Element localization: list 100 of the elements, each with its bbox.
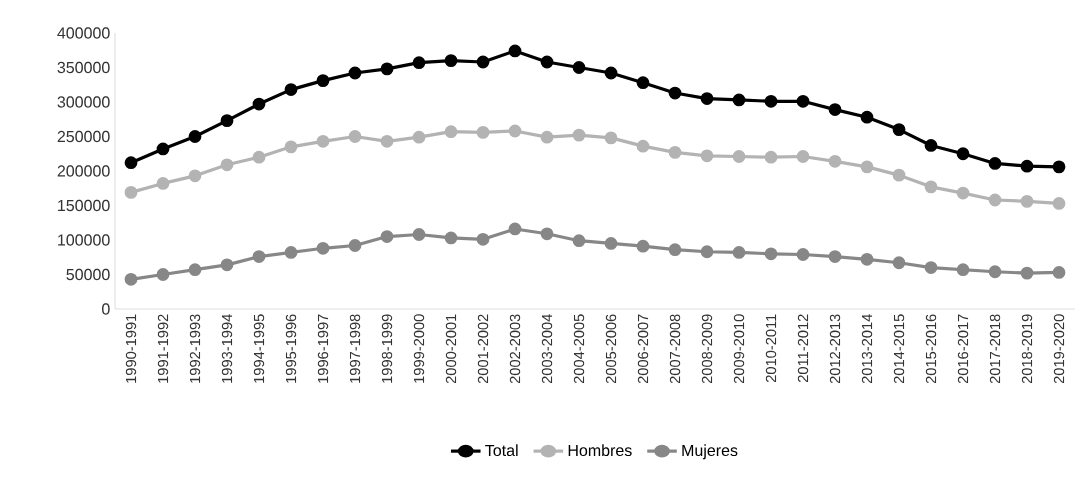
point: [636, 239, 650, 253]
point: [476, 55, 490, 69]
y-tick-label: 200000: [57, 165, 110, 177]
point: [732, 246, 746, 259]
point: [412, 228, 426, 241]
point: [828, 154, 842, 168]
point: [764, 94, 778, 108]
point: [732, 150, 746, 163]
x-tick-label: 2010-2011: [765, 314, 777, 383]
x-tick-label: 2002-2003: [509, 314, 521, 384]
point: [508, 222, 522, 236]
point: [124, 272, 138, 286]
x-tick-label: 1995-1996: [285, 314, 297, 383]
point: [828, 250, 842, 263]
point: [924, 139, 938, 152]
point: [284, 83, 298, 96]
point: [252, 97, 266, 111]
point: [444, 54, 458, 67]
point: [604, 237, 618, 250]
x-tick-label: 2019-2020: [1053, 314, 1065, 384]
point: [572, 128, 586, 142]
x-tick-label: 2004-2005: [573, 314, 585, 384]
x-tick-label: 1991-1992: [157, 314, 169, 383]
point: [1052, 160, 1066, 174]
point: [508, 124, 522, 138]
x-tick-label: 2000-2001: [445, 314, 457, 384]
point: [412, 130, 426, 144]
point: [124, 156, 138, 170]
point: [956, 186, 970, 200]
point: [956, 147, 970, 161]
point: [860, 252, 874, 266]
point: [316, 134, 330, 148]
point: [156, 268, 170, 281]
point: [604, 131, 618, 145]
point: [156, 142, 170, 156]
point: [380, 230, 394, 243]
point: [764, 150, 778, 164]
x-tick-label: 2016-2017: [957, 314, 969, 384]
point: [1020, 266, 1034, 280]
point: [636, 139, 650, 153]
point: [700, 92, 714, 105]
x-tick-label: 1992-1993: [189, 314, 201, 383]
point: [924, 180, 938, 194]
point: [188, 169, 202, 183]
point: [124, 185, 138, 199]
point: [220, 114, 234, 128]
x-tick-label: 1996-1997: [317, 314, 329, 383]
point: [796, 248, 810, 261]
point: [828, 103, 842, 116]
point: [348, 130, 362, 143]
x-tick-label: 2003-2004: [541, 314, 553, 384]
x-tick-label: 2005-2006: [605, 314, 617, 384]
x-tick-label: 2008-2009: [701, 314, 713, 384]
x-tick-label: 2013-2014: [861, 314, 873, 384]
y-tick-label: 50000: [66, 268, 110, 281]
point: [988, 157, 1002, 170]
point: [892, 123, 906, 136]
legend-label: Mujeres: [682, 444, 738, 460]
point: [668, 86, 682, 100]
x-tick-label: 1990-1991: [125, 314, 137, 383]
x-tick-label: 1999-2000: [413, 314, 425, 383]
point: [348, 66, 362, 80]
point: [924, 261, 938, 274]
point: [188, 130, 202, 143]
point: [380, 134, 394, 148]
x-tick-label: 2001-2002: [477, 314, 489, 384]
point: [700, 245, 714, 259]
point: [668, 243, 682, 257]
y-tick-label: 100000: [58, 234, 110, 246]
y-tick-label: 400000: [57, 27, 110, 39]
point: [700, 149, 714, 163]
point: [316, 74, 330, 88]
point: [572, 234, 586, 248]
y-tick-label: 150000: [58, 199, 110, 212]
point: [220, 258, 234, 272]
point: [732, 93, 746, 107]
point: [1052, 266, 1066, 279]
point: [1020, 194, 1034, 208]
y-tick-label: 0: [102, 303, 110, 315]
point: [508, 44, 522, 58]
x-tick-label: 2015-2016: [925, 314, 937, 384]
point: [444, 231, 458, 245]
point: [156, 177, 170, 190]
y-tick-label: 300000: [57, 96, 110, 108]
point: [220, 158, 234, 172]
x-tick-label: 1994-1995: [253, 314, 265, 383]
legend-label: Total: [485, 444, 518, 457]
point: [1020, 159, 1034, 173]
point: [444, 125, 458, 139]
point: [988, 193, 1002, 207]
point: [540, 227, 554, 241]
point: [476, 232, 490, 246]
point: [348, 239, 362, 252]
point: [572, 61, 586, 74]
point: [188, 263, 202, 277]
point: [956, 263, 970, 277]
x-tick-label: 2009-2010: [733, 314, 745, 384]
point: [284, 140, 298, 154]
point: [380, 62, 394, 76]
x-tick-label: 2014-2015: [893, 314, 905, 384]
